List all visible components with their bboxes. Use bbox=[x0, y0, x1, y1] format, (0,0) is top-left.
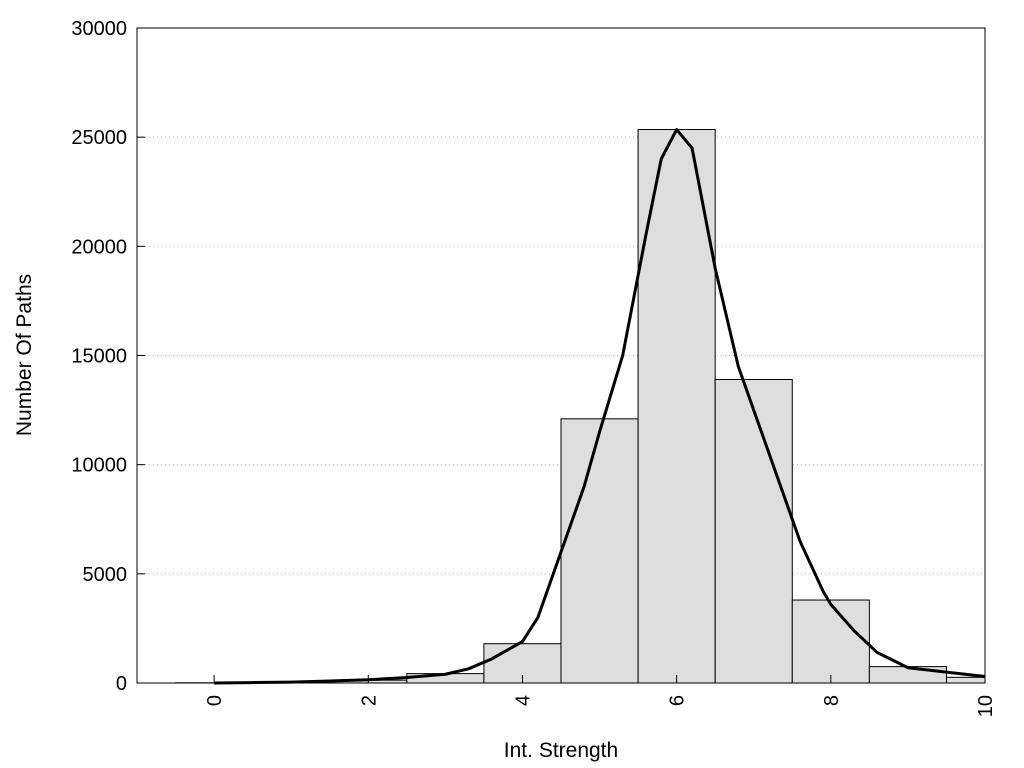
bar-10 bbox=[945, 676, 986, 684]
bars bbox=[175, 129, 986, 684]
y-axis-label: Number Of Paths bbox=[13, 274, 36, 436]
density-curve bbox=[214, 128, 986, 685]
x-tick-label: 10 bbox=[975, 695, 997, 717]
bar-7 bbox=[714, 379, 793, 684]
bar-8 bbox=[791, 599, 870, 684]
density-curve-layer bbox=[214, 128, 986, 685]
x-tick-label: 6 bbox=[667, 695, 689, 706]
axes: 0 5000 10000 15000 20000 25000 30000 0 2 4 6 8 10 bbox=[71, 18, 997, 717]
y-tick-label: 0 bbox=[116, 673, 127, 695]
y-tick-label: 25000 bbox=[71, 127, 127, 149]
y-tick-label: 5000 bbox=[83, 564, 128, 586]
y-tick-label: 30000 bbox=[71, 18, 127, 40]
x-tick-label: 4 bbox=[512, 695, 534, 706]
x-tick-label: 0 bbox=[204, 695, 226, 706]
x-axis-label: Int. Strength bbox=[504, 739, 618, 762]
y-tick-label: 10000 bbox=[71, 455, 127, 477]
bar-5 bbox=[560, 418, 639, 684]
y-tick-label: 20000 bbox=[71, 236, 127, 258]
x-tick-label: 2 bbox=[358, 695, 380, 706]
bar-6 bbox=[637, 129, 716, 684]
y-tick-label: 15000 bbox=[71, 346, 127, 368]
x-tick-label: 8 bbox=[821, 695, 843, 706]
